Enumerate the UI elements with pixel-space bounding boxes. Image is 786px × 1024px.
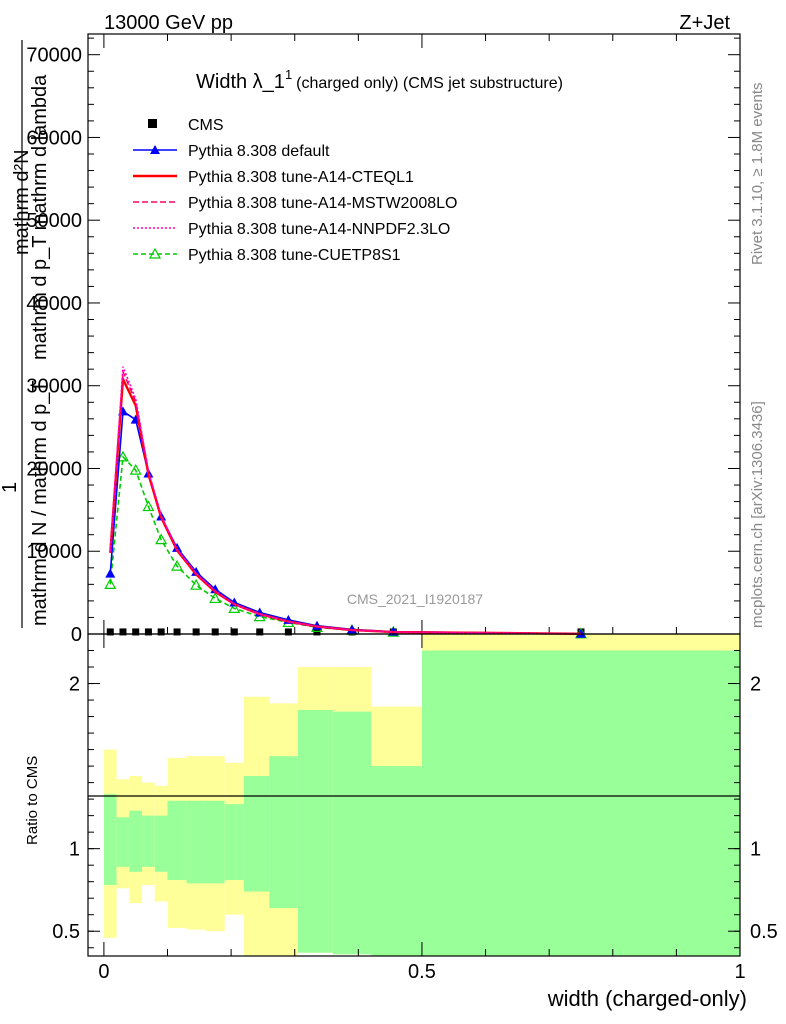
series-line-4 bbox=[109, 455, 581, 635]
series-line-0 bbox=[109, 409, 581, 635]
ratio-tick-label-right-2: 2 bbox=[750, 674, 761, 696]
energy-label: 13000 GeV pp bbox=[104, 12, 233, 34]
series-4-point-4 bbox=[155, 533, 168, 545]
series-4-point-0 bbox=[104, 578, 117, 589]
legend-cms-label: CMS bbox=[188, 117, 224, 134]
x-axis-label: width (charged-only) bbox=[547, 986, 747, 1011]
mcplots-side-label: mcplots.cern.ch [arXiv:1306.3436] bbox=[749, 401, 766, 628]
ratio-inner-band-9 bbox=[243, 776, 270, 892]
ratio-tick-label-0: 0.5 bbox=[52, 921, 80, 943]
analysis-label: CMS_2021_I1920187 bbox=[347, 591, 483, 607]
ratio-ticks: 0.5 0.51 12 20 0.5 1 bbox=[52, 634, 778, 983]
ylabel-top2: mathrm d p_T mathrm d lambda bbox=[29, 74, 51, 360]
ratio-inner-band-14 bbox=[421, 650, 740, 956]
series-4-point-7 bbox=[209, 592, 222, 604]
y-tick-label-4: 40000 bbox=[26, 293, 82, 315]
x-tick-label-0: 0 bbox=[98, 961, 109, 983]
series-0-point-0 bbox=[105, 568, 116, 578]
y-tick-label-6: 60000 bbox=[26, 127, 82, 149]
ratio-inner-band-13 bbox=[371, 766, 422, 956]
cms-point-10 bbox=[284, 628, 292, 636]
ratio-inner-band-0 bbox=[103, 794, 117, 885]
ratio-tick-label-right-0: 0.5 bbox=[750, 921, 778, 943]
cms-point-2 bbox=[132, 628, 140, 636]
legend-label-3: Pythia 8.308 tune-A14-NNPDF2.3LO bbox=[188, 221, 450, 238]
y-tick-label-0: 0 bbox=[71, 624, 82, 646]
cms-point-0 bbox=[106, 628, 114, 636]
series-4-point-5 bbox=[171, 559, 184, 571]
process-label: Z+Jet bbox=[679, 12, 730, 34]
y-tick-label-1: 10000 bbox=[26, 541, 82, 563]
cms-point-8 bbox=[230, 628, 238, 636]
legend-marker-4 bbox=[148, 247, 162, 259]
series-4-point-2 bbox=[129, 463, 142, 475]
series-4-point-8 bbox=[228, 602, 241, 613]
ratio-tick-label-1: 1 bbox=[69, 839, 80, 861]
legend-label-0: Pythia 8.308 default bbox=[188, 143, 330, 160]
y-axis-label: mathrm d²N mathrm d p_T mathrm d lambda … bbox=[0, 40, 51, 628]
legend: CMS Pythia 8.308 default Pythia 8.308 tune… bbox=[133, 117, 457, 264]
legend-cms-marker bbox=[148, 119, 157, 128]
chart-title-main: Width λ_1 bbox=[196, 71, 285, 93]
ratio-y-axis-label: Ratio to CMS bbox=[24, 756, 41, 845]
main-ticks: 0 10000 20000 30000 40000 50000 60000 70000 bbox=[26, 34, 741, 646]
ratio-inner-band-8 bbox=[224, 804, 244, 881]
series-4-point-1 bbox=[116, 450, 130, 462]
ratio-inner-band-2 bbox=[129, 810, 143, 872]
cms-point-4 bbox=[157, 628, 165, 636]
x-tick-label-2: 1 bbox=[734, 961, 745, 983]
ratio-tick-label-2: 2 bbox=[69, 674, 80, 696]
series-0-point-5 bbox=[172, 542, 183, 552]
chart-title-rest: (charged only) (CMS jet substructure) bbox=[296, 75, 563, 92]
legend-label-2: Pythia 8.308 tune-A14-MSTW2008LO bbox=[188, 195, 457, 212]
chart-title-sup: 1 bbox=[285, 67, 292, 82]
ratio-inner-band-6 bbox=[186, 800, 206, 884]
ratio-tick-label-right-1: 1 bbox=[750, 839, 761, 861]
ratio-inner-band-5 bbox=[167, 800, 187, 881]
legend-label-4: Pythia 8.308 tune-CUETP8S1 bbox=[188, 247, 401, 264]
legend-label-1: Pythia 8.308 tune-A14-CTEQL1 bbox=[188, 169, 414, 186]
ratio-inner-band-7 bbox=[205, 800, 225, 884]
series-layer bbox=[104, 366, 587, 639]
ratio-inner-band-10 bbox=[269, 756, 298, 909]
cms-point-7 bbox=[211, 628, 219, 636]
y-tick-label-7: 70000 bbox=[26, 45, 82, 67]
y-tick-label-3: 30000 bbox=[26, 376, 82, 398]
chart-title: Width λ_11 (charged only) (CMS jet substr… bbox=[196, 67, 563, 93]
ratio-inner-band-11 bbox=[297, 709, 333, 953]
cms-point-3 bbox=[144, 628, 152, 636]
legend-marker-0 bbox=[150, 145, 160, 154]
cms-point-9 bbox=[256, 628, 264, 636]
rivet-side-label: Rivet 3.1.10, ≥ 1.8M events bbox=[749, 83, 766, 266]
ratio-inner-band-1 bbox=[116, 817, 130, 867]
ratio-inner-band-12 bbox=[332, 711, 372, 955]
series-0-point-6 bbox=[191, 566, 202, 576]
series-line-1 bbox=[109, 374, 581, 635]
series-line-2 bbox=[109, 371, 581, 635]
ylabel-numerator: 1 bbox=[0, 482, 21, 493]
cms-point-5 bbox=[173, 628, 181, 636]
series-4-point-6 bbox=[190, 578, 203, 590]
x-tick-label-1: 0.5 bbox=[408, 961, 436, 983]
ratio-bands bbox=[103, 634, 740, 956]
main-panel-frame bbox=[87, 33, 741, 635]
ratio-inner-band-4 bbox=[154, 815, 168, 872]
y-tick-label-5: 50000 bbox=[26, 210, 82, 232]
series-line-3 bbox=[109, 366, 581, 635]
series-4-point-3 bbox=[142, 500, 155, 512]
cms-point-6 bbox=[192, 628, 200, 636]
y-tick-label-2: 20000 bbox=[26, 458, 82, 480]
ylabel-denominator: mathrm d N / mathrm d p_T bbox=[29, 380, 51, 626]
ratio-inner-band-3 bbox=[142, 815, 155, 867]
cms-point-1 bbox=[119, 628, 127, 636]
